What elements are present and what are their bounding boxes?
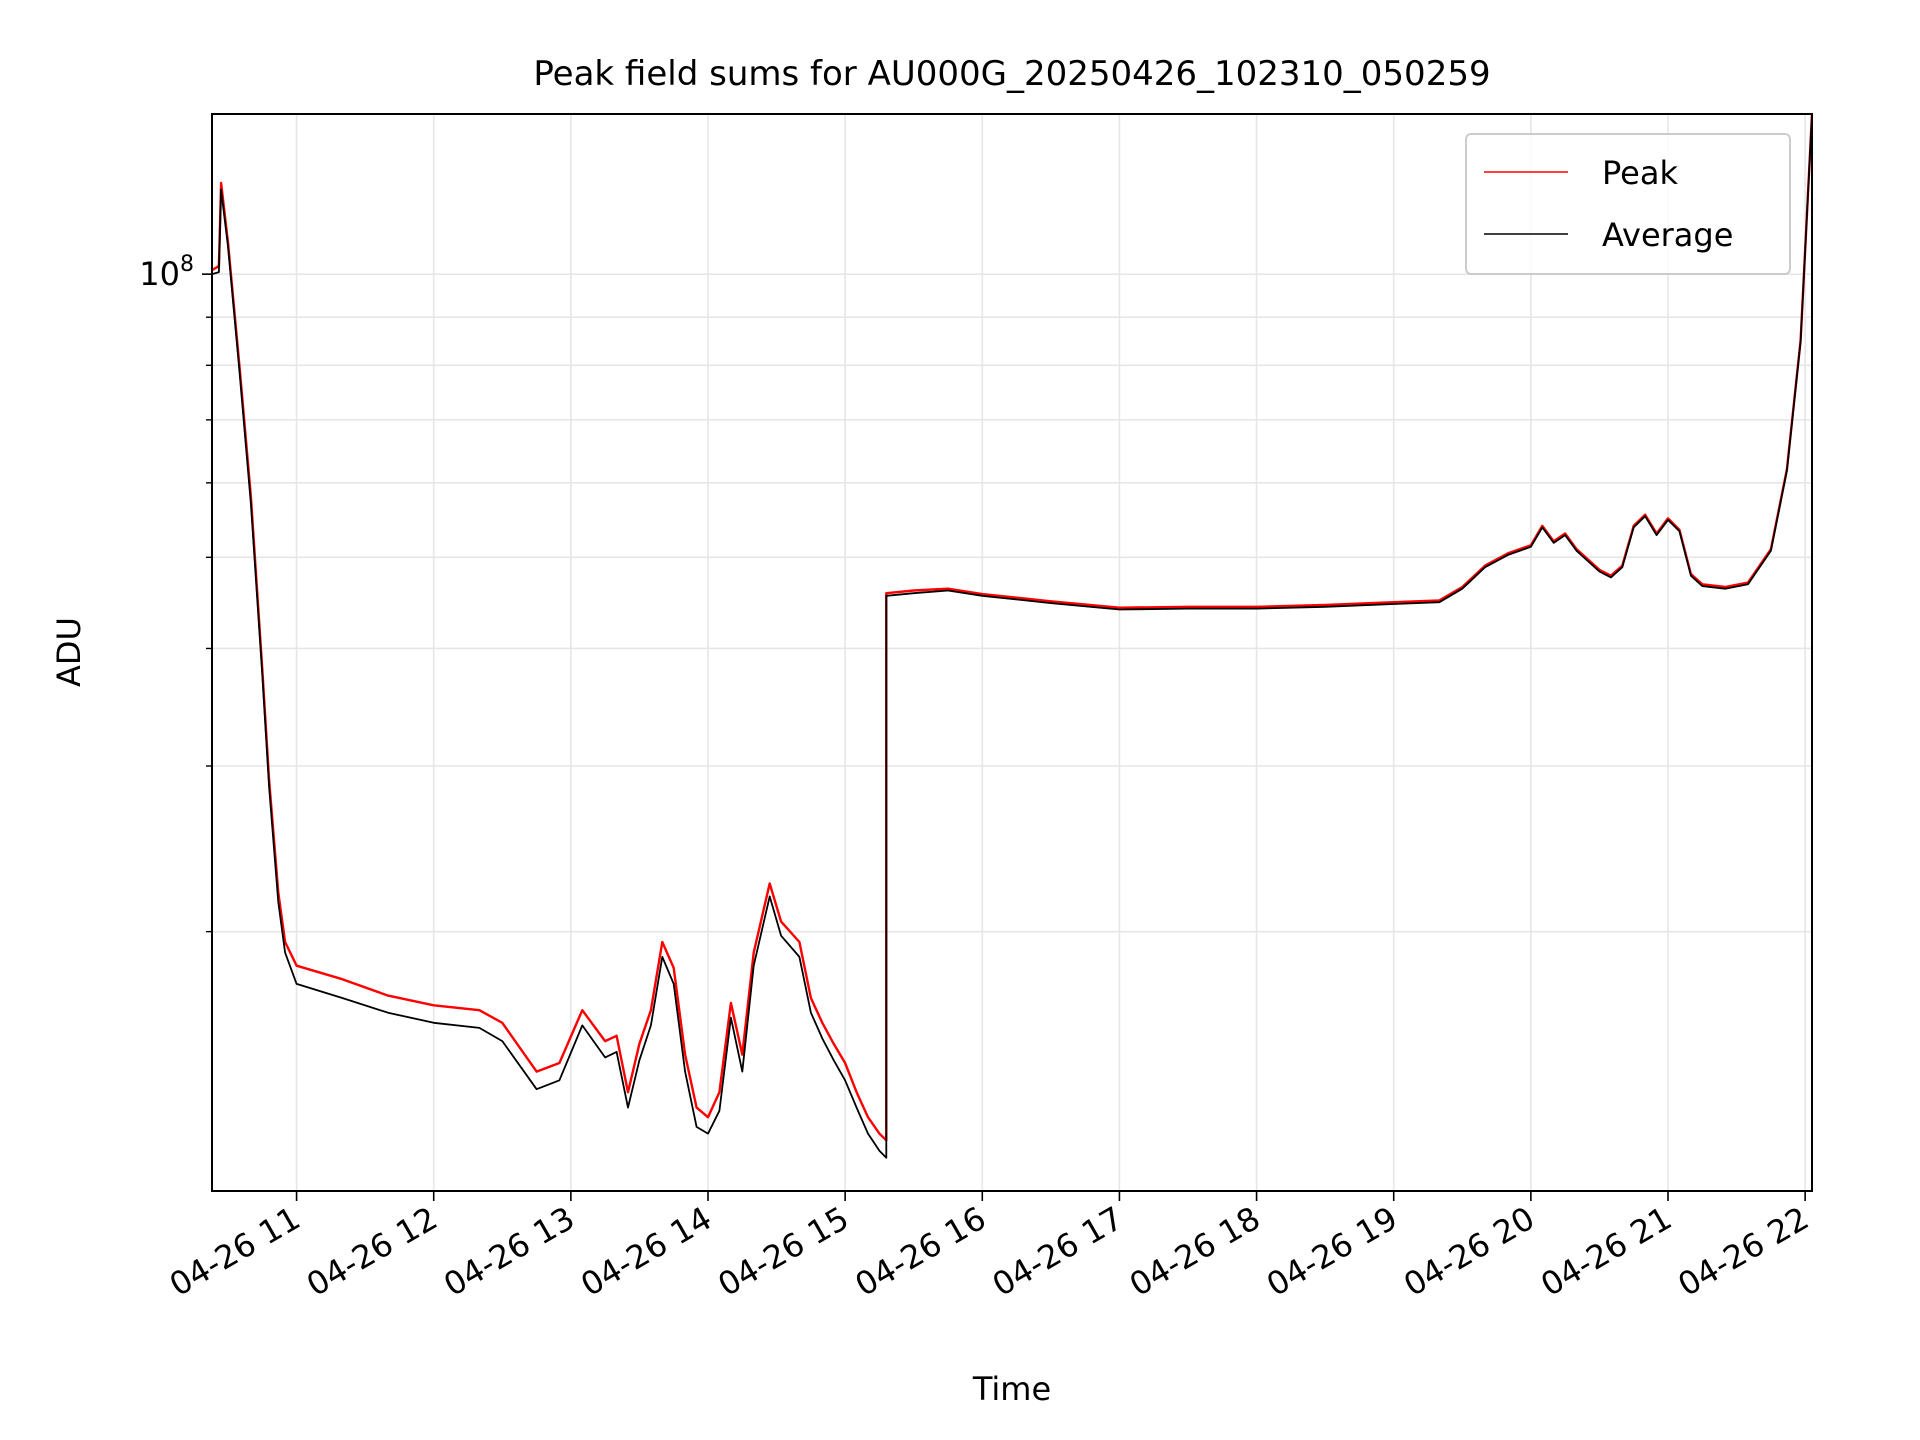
y-tick-label-exponent: 8 [180,252,194,277]
chart-title: Peak field sums for AU000G_20250426_1023… [533,54,1490,94]
grid-lines [212,114,1812,1191]
legend-label-average: Average [1602,216,1733,254]
series-layer [212,114,1812,1159]
legend-label-peak: Peak [1602,154,1678,192]
plot-frame [211,113,1813,1192]
y-tick-label: 108 [139,252,194,293]
y-axis-label: ADU [50,617,88,687]
y-axis: 108 [139,252,212,933]
x-axis-label: Time [972,1370,1051,1408]
y-tick-label-base: 10 [139,255,180,293]
legend: Peak Average [1465,133,1791,275]
series-line-average [212,114,1812,1159]
legend-box [1465,133,1791,275]
plot-area [212,114,1812,1159]
